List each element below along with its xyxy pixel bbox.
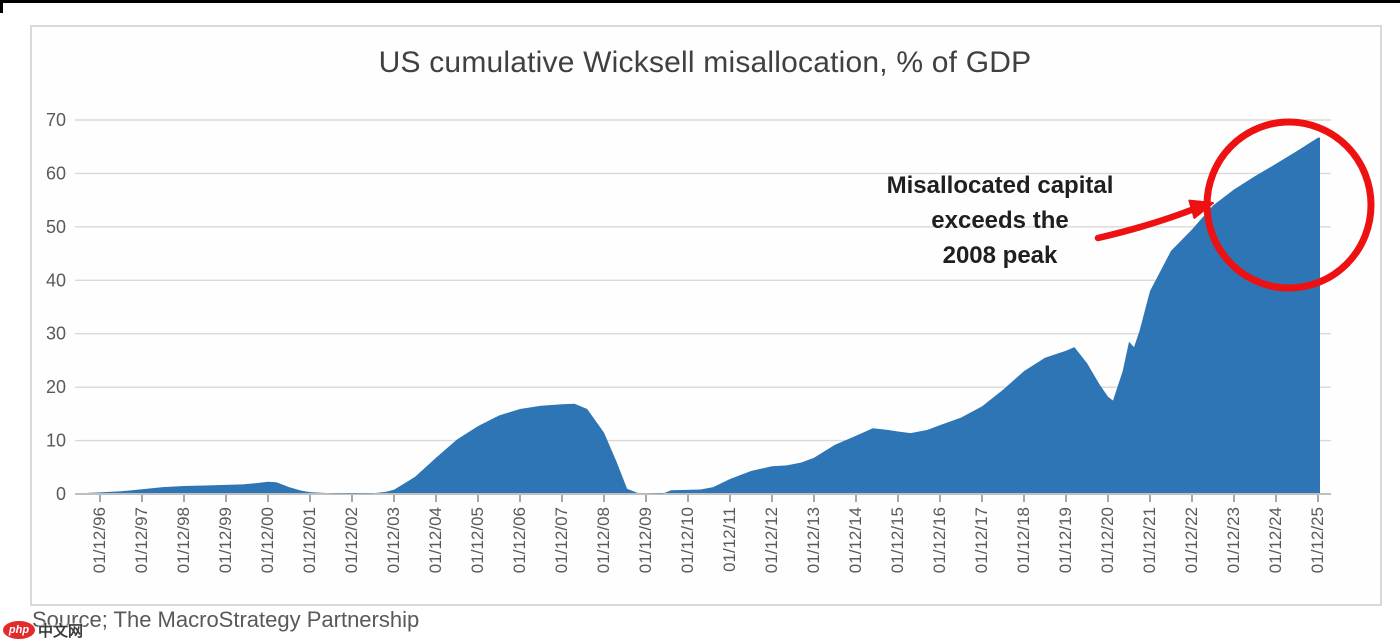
x-tick-label: 01/12/16 [930, 507, 949, 573]
area-series [87, 137, 1320, 494]
x-tick-label: 01/12/12 [762, 507, 781, 573]
x-tick-label: 01/12/23 [1224, 507, 1243, 573]
x-tick-label: 01/12/11 [720, 507, 739, 572]
x-tick-label: 01/12/10 [678, 507, 697, 573]
x-tick-label: 01/12/05 [468, 507, 487, 573]
annotation-highlight-circle [1203, 118, 1375, 292]
y-tick-label: 0 [56, 484, 66, 504]
x-tick-label: 01/12/18 [1014, 507, 1033, 573]
annotation-line: 2008 peak [942, 242, 1058, 269]
left-black-nub [0, 0, 3, 13]
y-tick-label: 60 [46, 163, 66, 183]
y-tick-label: 70 [46, 110, 66, 130]
x-tick-label: 01/12/00 [258, 507, 277, 573]
x-tick-label: 01/12/01 [300, 507, 319, 573]
x-tick-label: 01/12/17 [972, 507, 991, 573]
x-tick-label: 01/12/06 [510, 507, 529, 573]
y-tick-label: 30 [46, 324, 66, 344]
x-tick-label: 01/12/14 [846, 507, 865, 573]
x-tick-label: 01/12/98 [174, 507, 193, 573]
annotation-text: Misallocated capital exceeds the 2008 pe… [845, 168, 1155, 273]
top-black-bar [0, 0, 1400, 3]
x-tick-label: 01/12/97 [132, 507, 151, 573]
watermark-site-text: 中文网 [38, 622, 84, 640]
chart-title: US cumulative Wicksell misallocation, % … [378, 46, 1032, 79]
x-tick-label: 01/12/08 [594, 507, 613, 573]
x-tick-label: 01/12/09 [636, 507, 655, 573]
y-tick-label: 40 [46, 270, 66, 290]
annotation-arrow [1094, 205, 1198, 242]
x-tick-label: 01/12/13 [804, 507, 823, 573]
watermark: php 中文网 [3, 620, 83, 640]
x-tick-label: 01/12/96 [90, 507, 109, 573]
x-tick-label: 01/12/07 [552, 507, 571, 573]
x-tick-label: 01/12/04 [426, 507, 445, 573]
x-tick-label: 01/12/03 [384, 507, 403, 573]
x-tick-label: 01/12/21 [1140, 507, 1159, 573]
annotation-line: exceeds the [931, 207, 1069, 234]
x-tick-label: 01/12/02 [342, 507, 361, 573]
x-tick-label: 01/12/22 [1182, 507, 1201, 573]
x-tick-label: 01/12/25 [1308, 507, 1327, 573]
y-tick-label: 10 [46, 431, 66, 451]
x-tick-label: 01/12/15 [888, 507, 907, 573]
annotation-line: Misallocated capital [886, 172, 1114, 199]
x-tick-label: 01/12/19 [1056, 507, 1075, 573]
php-logo-icon: php [3, 621, 35, 639]
x-tick-label: 01/12/99 [216, 507, 235, 573]
y-tick-label: 50 [46, 217, 66, 237]
x-tick-label: 01/12/20 [1098, 507, 1117, 573]
source-text: Source; The MacroStrategy Partnership [32, 607, 420, 632]
y-tick-label: 20 [46, 377, 66, 397]
x-tick-label: 01/12/24 [1266, 507, 1285, 573]
